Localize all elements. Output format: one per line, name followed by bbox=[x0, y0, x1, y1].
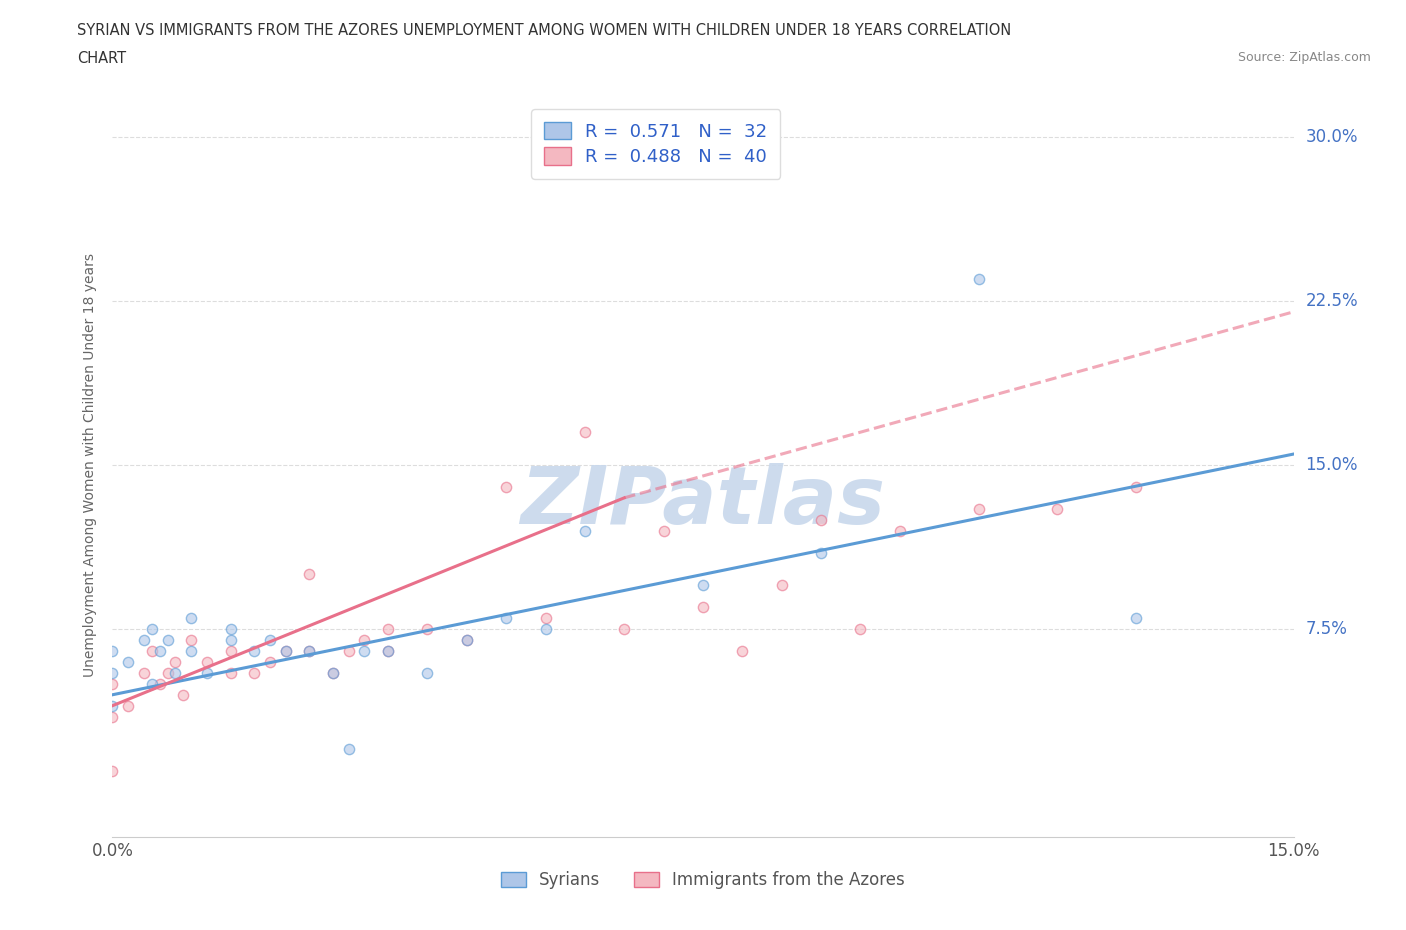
Point bbox=[141, 621, 163, 636]
Text: ZIPatlas: ZIPatlas bbox=[520, 463, 886, 541]
Text: CHART: CHART bbox=[77, 51, 127, 66]
Point bbox=[298, 567, 321, 582]
Point bbox=[195, 655, 218, 670]
Point bbox=[259, 655, 281, 670]
Point bbox=[101, 666, 124, 681]
Point bbox=[353, 632, 375, 647]
Point bbox=[692, 578, 714, 592]
Text: SYRIAN VS IMMIGRANTS FROM THE AZORES UNEMPLOYMENT AMONG WOMEN WITH CHILDREN UNDE: SYRIAN VS IMMIGRANTS FROM THE AZORES UNE… bbox=[77, 23, 1011, 38]
Point bbox=[165, 655, 187, 670]
Point bbox=[1125, 611, 1147, 626]
Point bbox=[967, 272, 990, 286]
Point bbox=[219, 621, 242, 636]
Point bbox=[101, 764, 124, 778]
Point bbox=[172, 687, 194, 702]
Point bbox=[337, 644, 360, 658]
Point bbox=[298, 644, 321, 658]
Point bbox=[692, 600, 714, 615]
Point bbox=[337, 742, 360, 757]
Point bbox=[416, 621, 439, 636]
Point bbox=[195, 666, 218, 681]
Point bbox=[534, 621, 557, 636]
Point bbox=[574, 425, 596, 440]
Point bbox=[810, 512, 832, 527]
Point bbox=[1046, 501, 1069, 516]
Point bbox=[322, 666, 344, 681]
Legend: Syrians, Immigrants from the Azores: Syrians, Immigrants from the Azores bbox=[495, 864, 911, 896]
Point bbox=[132, 666, 155, 681]
Point bbox=[377, 644, 399, 658]
Text: 22.5%: 22.5% bbox=[1305, 292, 1358, 310]
Point bbox=[731, 644, 754, 658]
Point bbox=[495, 480, 517, 495]
Point bbox=[1125, 480, 1147, 495]
Point bbox=[574, 524, 596, 538]
Point bbox=[101, 676, 124, 691]
Point bbox=[149, 644, 172, 658]
Point bbox=[132, 632, 155, 647]
Point bbox=[889, 524, 911, 538]
Point bbox=[149, 676, 172, 691]
Point bbox=[849, 621, 872, 636]
Point bbox=[156, 666, 179, 681]
Point bbox=[377, 621, 399, 636]
Point bbox=[243, 644, 266, 658]
Point bbox=[117, 698, 139, 713]
Point bbox=[967, 501, 990, 516]
Point bbox=[298, 644, 321, 658]
Point bbox=[613, 621, 636, 636]
Text: 7.5%: 7.5% bbox=[1305, 620, 1347, 638]
Point bbox=[165, 666, 187, 681]
Point bbox=[377, 644, 399, 658]
Point bbox=[101, 710, 124, 724]
Point bbox=[219, 632, 242, 647]
Point bbox=[770, 578, 793, 592]
Point bbox=[810, 545, 832, 560]
Point bbox=[141, 676, 163, 691]
Point bbox=[219, 666, 242, 681]
Point bbox=[274, 644, 297, 658]
Text: 30.0%: 30.0% bbox=[1305, 127, 1358, 146]
Point bbox=[180, 611, 202, 626]
Point bbox=[243, 666, 266, 681]
Point bbox=[180, 644, 202, 658]
Text: 15.0%: 15.0% bbox=[1305, 456, 1358, 474]
Point bbox=[156, 632, 179, 647]
Text: Source: ZipAtlas.com: Source: ZipAtlas.com bbox=[1237, 51, 1371, 64]
Point bbox=[180, 632, 202, 647]
Point bbox=[141, 644, 163, 658]
Y-axis label: Unemployment Among Women with Children Under 18 years: Unemployment Among Women with Children U… bbox=[83, 253, 97, 677]
Point bbox=[101, 698, 124, 713]
Point bbox=[219, 644, 242, 658]
Point bbox=[101, 644, 124, 658]
Point bbox=[534, 611, 557, 626]
Point bbox=[456, 632, 478, 647]
Point bbox=[322, 666, 344, 681]
Point bbox=[117, 655, 139, 670]
Point bbox=[353, 644, 375, 658]
Point bbox=[456, 632, 478, 647]
Point bbox=[652, 524, 675, 538]
Point bbox=[259, 632, 281, 647]
Point bbox=[416, 666, 439, 681]
Point bbox=[495, 611, 517, 626]
Point bbox=[274, 644, 297, 658]
